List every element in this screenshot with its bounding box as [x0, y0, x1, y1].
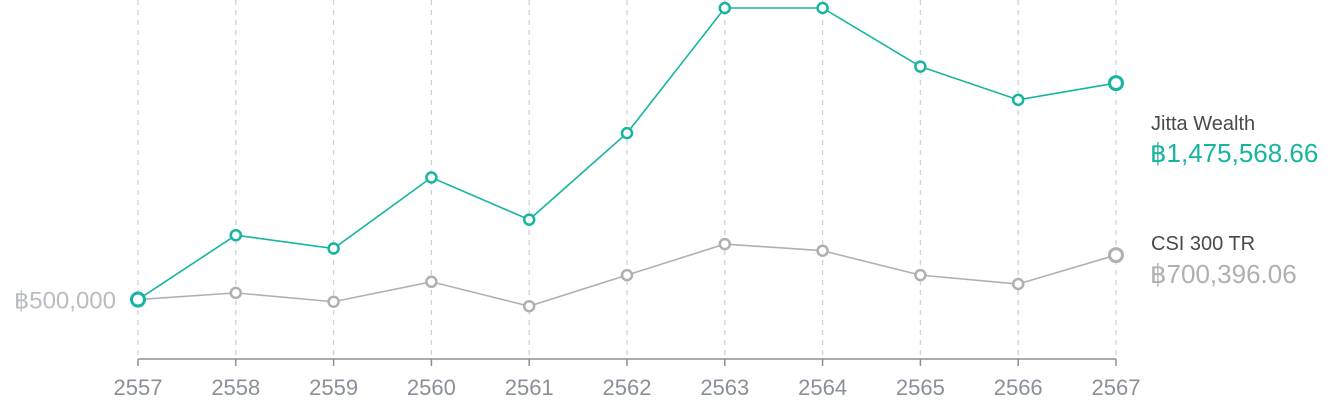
- x-tick-label-2562: 2562: [603, 375, 652, 400]
- x-tick-label-2563: 2563: [700, 375, 749, 400]
- data-point-csi-300-tr-2563[interactable]: [718, 237, 732, 251]
- x-tick-label-2557: 2557: [114, 375, 163, 400]
- legend-name-csi-300-tr: CSI 300 TR: [1151, 233, 1255, 255]
- data-point-jitta-wealth-2557[interactable]: [130, 291, 146, 308]
- data-point-jitta-wealth-2561[interactable]: [522, 213, 536, 226]
- data-point-csi-300-tr-2558[interactable]: [229, 286, 243, 300]
- x-tick-label-2558: 2558: [211, 375, 260, 400]
- data-point-jitta-wealth-2558[interactable]: [229, 228, 243, 242]
- data-point-jitta-wealth-2567[interactable]: [1108, 75, 1124, 92]
- x-tick-label-2566: 2566: [994, 375, 1043, 400]
- data-point-jitta-wealth-2560[interactable]: [425, 171, 438, 184]
- x-tick-label-2567: 2567: [1092, 375, 1141, 400]
- x-tick-label-2559: 2559: [309, 375, 358, 400]
- x-tick-label-2564: 2564: [798, 375, 847, 400]
- data-point-jitta-wealth-2562[interactable]: [620, 126, 634, 140]
- data-point-csi-300-tr-2562[interactable]: [620, 268, 634, 282]
- vertical-gridlines: [137, 0, 1117, 359]
- x-tick-label-2561: 2561: [505, 375, 554, 400]
- data-point-csi-300-tr-2564[interactable]: [816, 244, 829, 257]
- x-tick-label-2560: 2560: [407, 375, 456, 400]
- legend-value-csi-300-tr: ฿700,396.06: [1150, 259, 1297, 289]
- data-point-csi-300-tr-2566[interactable]: [1011, 277, 1025, 291]
- data-point-jitta-wealth-2563[interactable]: [718, 1, 732, 15]
- legend: Jitta Wealth ฿1,475,568.66 CSI 300 TR ฿700,…: [1150, 113, 1318, 289]
- data-point-jitta-wealth-2559[interactable]: [327, 242, 340, 255]
- data-point-jitta-wealth-2565[interactable]: [914, 60, 927, 73]
- data-point-csi-300-tr-2561[interactable]: [522, 299, 536, 313]
- baseline-value-label: ฿500,000: [14, 288, 116, 315]
- x-tick-label-2565: 2565: [896, 375, 945, 400]
- data-point-jitta-wealth-2566[interactable]: [1011, 93, 1025, 107]
- x-axis-ticks: 2557 2558 2559 2560 2561 2562 2563 2564 2565 2566…: [114, 359, 1141, 400]
- series-lines: [130, 1, 1124, 313]
- legend-name-jitta-wealth: Jitta Wealth: [1151, 113, 1255, 135]
- data-point-csi-300-tr-2559[interactable]: [327, 295, 340, 308]
- legend-value-jitta-wealth: ฿1,475,568.66: [1150, 138, 1318, 168]
- data-point-jitta-wealth-2564[interactable]: [816, 1, 829, 15]
- series-jitta-wealth: [130, 1, 1124, 308]
- series-csi-300-tr: [131, 237, 1124, 313]
- data-point-csi-300-tr-2567[interactable]: [1108, 247, 1124, 264]
- data-point-csi-300-tr-2565[interactable]: [914, 268, 927, 282]
- data-point-csi-300-tr-2560[interactable]: [425, 275, 438, 289]
